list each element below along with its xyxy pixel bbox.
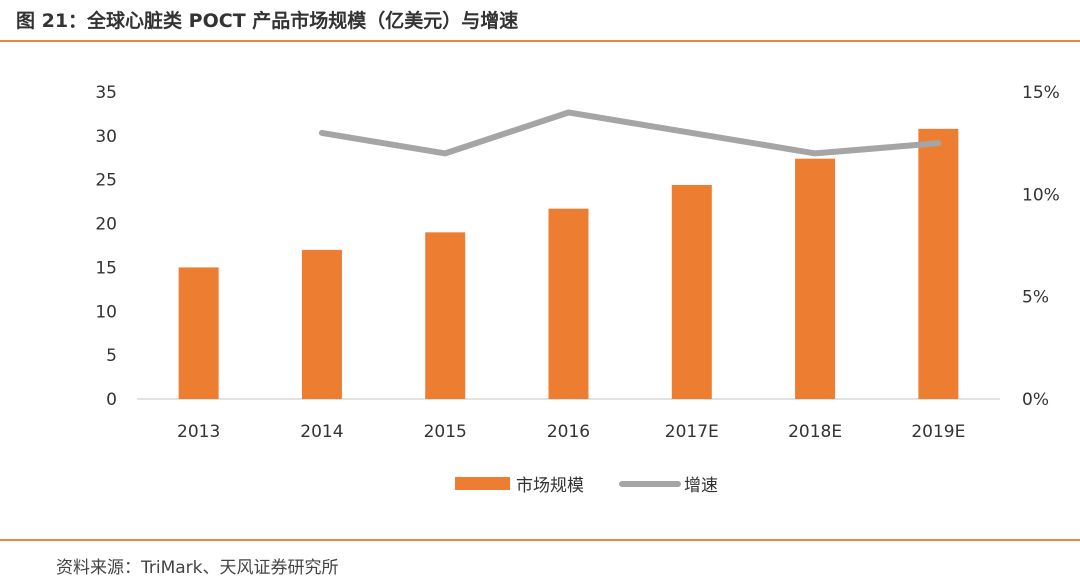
y2-tick-label: 5%	[1022, 288, 1049, 308]
y2-tick-label: 15%	[1022, 83, 1060, 103]
x-tick-label: 2015	[424, 422, 467, 442]
bar-2017E	[671, 184, 712, 399]
y-tick-label: 15	[95, 258, 117, 278]
y-tick-label: 0	[106, 390, 117, 410]
x-tick-label: 2017E	[665, 422, 719, 442]
x-tick-label: 2014	[300, 422, 343, 442]
bar-2015	[425, 232, 466, 399]
y-tick-label: 10	[95, 302, 117, 322]
top-rule	[0, 40, 1080, 42]
bar-2019E	[918, 128, 959, 399]
bar-2014	[301, 249, 342, 399]
legend-label-bar: 市场规模	[516, 476, 584, 496]
y-tick-label: 20	[95, 215, 117, 235]
growth-line	[318, 109, 942, 157]
x-tick-label: 2016	[547, 422, 590, 442]
x-tick-label: 2018E	[788, 422, 842, 442]
source-note: 资料来源：TriMark、天风证券研究所	[56, 558, 339, 578]
bar-2018E	[795, 158, 836, 399]
legend-swatch-bar	[455, 477, 510, 490]
bottom-rule	[0, 539, 1080, 541]
bar-2016	[548, 208, 589, 399]
y-tick-label: 35	[95, 83, 117, 103]
y2-tick-label: 10%	[1022, 185, 1060, 205]
y-tick-label: 25	[95, 171, 117, 191]
x-tick-label: 2019E	[911, 422, 965, 442]
y-tick-label: 5	[106, 346, 117, 366]
y-tick-label: 30	[95, 127, 117, 147]
y2-tick-label: 0%	[1022, 390, 1049, 410]
legend-label-line: 增速	[684, 476, 718, 496]
figure-title: 图 21：全球心脏类 POCT 产品市场规模（亿美元）与增速	[16, 10, 519, 32]
x-tick-label: 2013	[177, 422, 220, 442]
bar-2013	[178, 267, 219, 399]
